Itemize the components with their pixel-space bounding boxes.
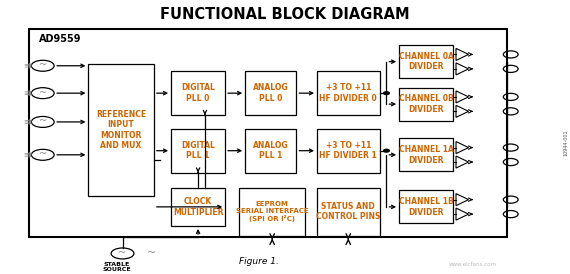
Text: ANALOG
PLL 1: ANALOG PLL 1 xyxy=(253,141,288,160)
Polygon shape xyxy=(456,194,469,206)
Text: STATUS AND
CONTROL PINS: STATUS AND CONTROL PINS xyxy=(316,202,380,221)
Bar xyxy=(245,71,296,115)
Text: 10944-001: 10944-001 xyxy=(564,129,569,156)
Bar xyxy=(171,188,225,226)
Bar xyxy=(399,190,453,223)
Polygon shape xyxy=(456,208,469,220)
Text: ~: ~ xyxy=(119,248,127,258)
Text: REFERENCE
INPUT
MONITOR
AND MUX: REFERENCE INPUT MONITOR AND MUX xyxy=(96,110,146,150)
Text: Figure 1.: Figure 1. xyxy=(239,257,279,266)
Text: ANALOG
PLL 0: ANALOG PLL 0 xyxy=(253,84,288,103)
Bar xyxy=(399,138,453,171)
Bar xyxy=(171,71,225,115)
Circle shape xyxy=(384,92,389,95)
Text: ~: ~ xyxy=(146,249,156,258)
Text: ~: ~ xyxy=(39,116,47,126)
Polygon shape xyxy=(456,91,469,103)
Bar xyxy=(399,88,453,121)
Bar xyxy=(28,29,507,237)
Text: CHANNEL 1B
DIVIDER: CHANNEL 1B DIVIDER xyxy=(398,197,454,216)
Bar xyxy=(88,64,154,196)
Text: www.elcfans.com: www.elcfans.com xyxy=(449,262,497,267)
Text: ~: ~ xyxy=(39,88,47,98)
Bar xyxy=(317,71,380,115)
Text: EEPROM
SERIAL INTERFACE
(SPI OR I²C): EEPROM SERIAL INTERFACE (SPI OR I²C) xyxy=(236,201,308,222)
Polygon shape xyxy=(456,48,469,61)
Bar xyxy=(399,45,453,78)
Bar xyxy=(245,129,296,173)
Bar xyxy=(171,129,225,173)
Text: CHANNEL 0A
DIVIDER: CHANNEL 0A DIVIDER xyxy=(398,52,454,71)
Text: FUNCTIONAL BLOCK DIAGRAM: FUNCTIONAL BLOCK DIAGRAM xyxy=(160,7,410,22)
Circle shape xyxy=(384,149,389,152)
Polygon shape xyxy=(456,156,469,168)
Bar xyxy=(317,188,380,236)
Text: DIGITAL
PLL 1: DIGITAL PLL 1 xyxy=(181,141,215,160)
Text: +3 TO +11
HF DIVIDER 1: +3 TO +11 HF DIVIDER 1 xyxy=(319,141,377,160)
Text: ~: ~ xyxy=(39,60,47,70)
Text: CLOCK
MULTIPLIER: CLOCK MULTIPLIER xyxy=(173,197,223,216)
Bar xyxy=(317,129,380,173)
Text: ~: ~ xyxy=(39,149,47,159)
Text: DIGITAL
PLL 0: DIGITAL PLL 0 xyxy=(181,84,215,103)
Polygon shape xyxy=(456,142,469,154)
Text: CHANNEL 1A
DIVIDER: CHANNEL 1A DIVIDER xyxy=(398,145,454,164)
Bar xyxy=(239,188,305,236)
Text: AD9559: AD9559 xyxy=(39,34,82,44)
Polygon shape xyxy=(456,63,469,75)
Text: STABLE
SOURCE: STABLE SOURCE xyxy=(103,262,131,272)
Text: CHANNEL 0B
DIVIDER: CHANNEL 0B DIVIDER xyxy=(398,95,454,114)
Text: +3 TO +11
HF DIVIDER 0: +3 TO +11 HF DIVIDER 0 xyxy=(319,84,377,103)
Polygon shape xyxy=(456,105,469,117)
